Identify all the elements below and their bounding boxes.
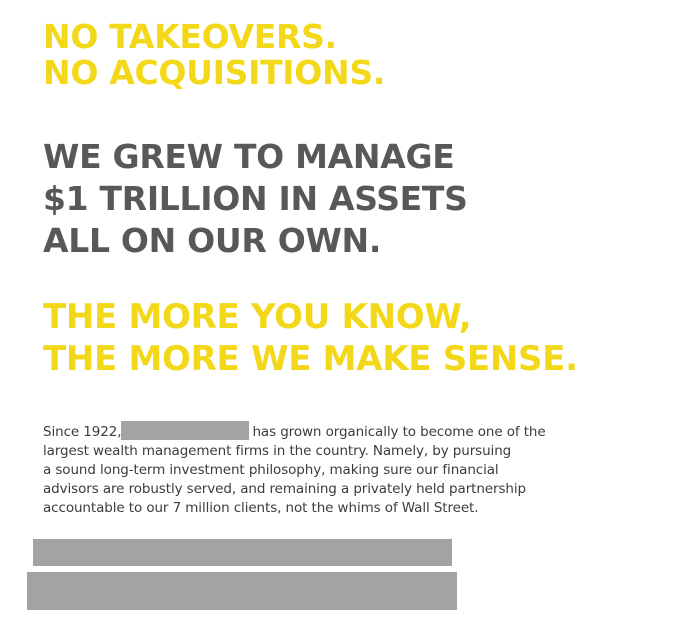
headline-line: THE MORE YOU KNOW, (43, 297, 472, 337)
redaction-bar (33, 539, 452, 566)
headline-line: NO ACQUISITIONS. (43, 53, 386, 92)
body-paragraph: Since 1922, has grown organically to beco… (43, 421, 668, 518)
headline-line: WE GREW TO MANAGE (43, 137, 455, 176)
headline-line: THE MORE WE MAKE SENSE. (43, 339, 578, 379)
headline-line: NO TAKEOVERS. (43, 17, 337, 56)
body-line-1-rest: has grown organically to become one of t… (252, 424, 546, 440)
body-line: largest wealth management firms in the c… (43, 443, 512, 459)
body-lead: Since 1922, (43, 424, 122, 440)
headline-trillion-assets: WE GREW TO MANAGE $1 TRILLION IN ASSETS … (43, 140, 468, 266)
redaction-bar (27, 572, 457, 610)
body-line: accountable to our 7 million clients, no… (43, 500, 479, 516)
body-line: advisors are robustly served, and remain… (43, 481, 526, 497)
headline-no-takeovers: NO TAKEOVERS. NO ACQUISITIONS. (43, 20, 385, 92)
body-line: a sound long-term investment philosophy,… (43, 462, 499, 478)
headline-line: $1 TRILLION IN ASSETS (43, 179, 468, 218)
redaction-inline (121, 421, 250, 440)
body-line: Since 1922, has grown organically to beco… (43, 421, 668, 442)
headline-line: ALL ON OUR OWN. (43, 221, 382, 260)
headline-more-you-know: THE MORE YOU KNOW, THE MORE WE MAKE SENS… (43, 300, 578, 384)
